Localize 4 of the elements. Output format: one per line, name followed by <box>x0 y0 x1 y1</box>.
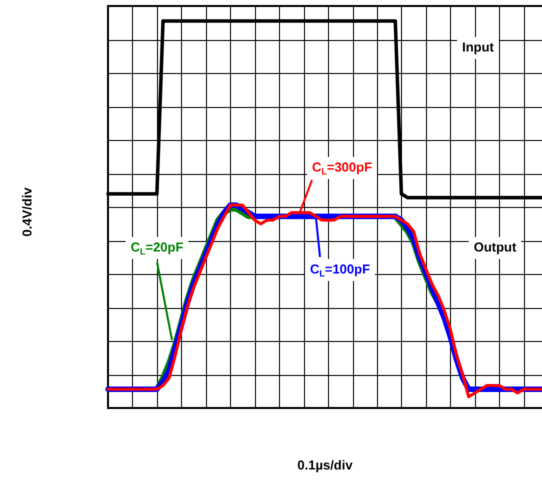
annotation: Output <box>474 240 517 255</box>
text: Input <box>462 40 495 55</box>
x-axis-title: 0.1µs/div <box>297 458 354 473</box>
text: 0.4V/div <box>20 186 35 237</box>
